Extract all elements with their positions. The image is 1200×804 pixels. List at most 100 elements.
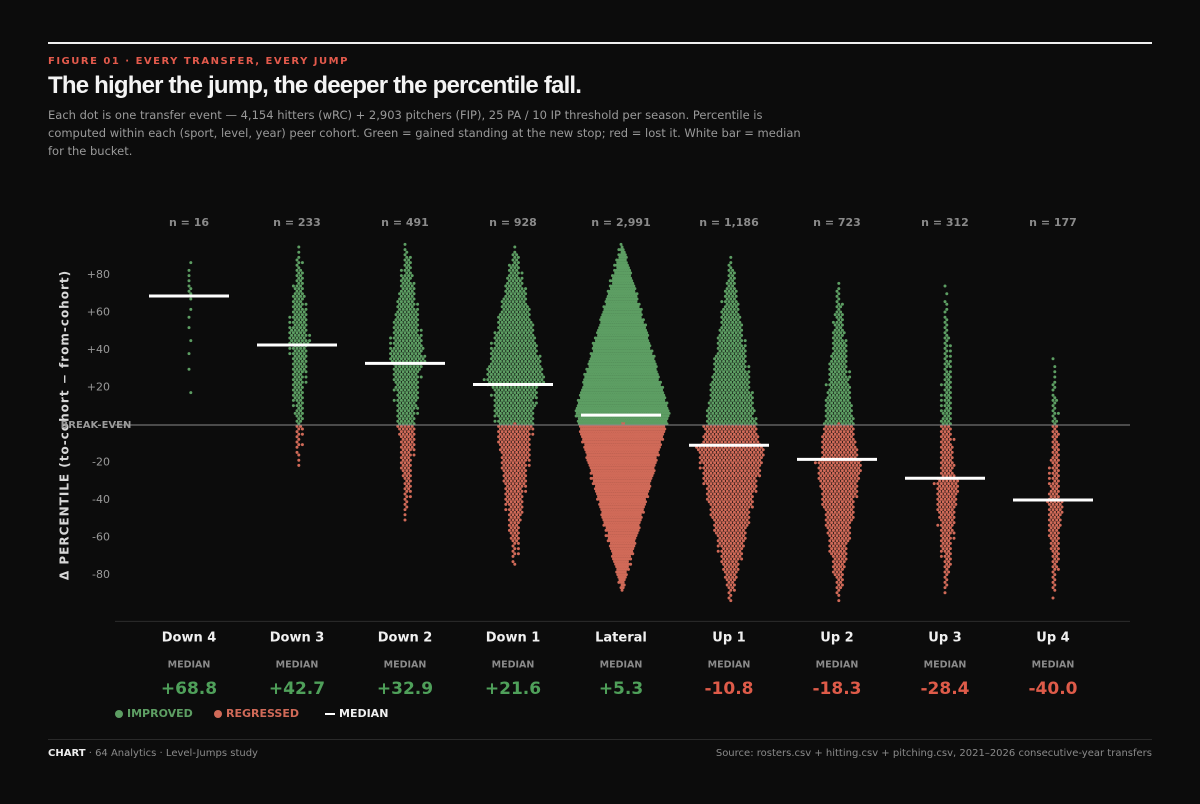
y-tick-label: +20 — [87, 381, 110, 394]
dot — [605, 437, 609, 441]
dot — [591, 482, 595, 486]
dot — [405, 287, 409, 291]
dot — [302, 320, 306, 324]
dot — [522, 476, 526, 480]
dot — [491, 370, 495, 374]
dot — [637, 427, 641, 431]
dot — [592, 401, 596, 405]
dot — [529, 352, 533, 356]
dot — [629, 396, 633, 400]
dot — [641, 489, 645, 493]
dot — [632, 331, 636, 335]
dot — [534, 375, 538, 379]
dot — [504, 414, 508, 418]
dot — [598, 404, 602, 408]
dot — [720, 300, 724, 304]
dot — [493, 378, 497, 382]
dot — [403, 419, 407, 423]
dot — [612, 276, 616, 280]
dot — [403, 315, 407, 319]
dot — [602, 372, 606, 376]
dot — [299, 372, 303, 376]
dot — [635, 521, 639, 525]
dot — [515, 502, 519, 506]
dot — [617, 565, 621, 569]
dot — [401, 318, 405, 322]
dot — [509, 276, 513, 280]
dot — [495, 349, 499, 353]
dot — [645, 440, 649, 444]
dot — [619, 310, 623, 314]
dot — [652, 385, 656, 389]
dot — [495, 375, 499, 379]
dot — [651, 461, 655, 465]
dot — [511, 492, 515, 496]
dot — [389, 352, 393, 356]
dot — [649, 471, 653, 475]
dot — [588, 359, 592, 363]
dot — [295, 310, 299, 314]
dot — [293, 411, 297, 415]
dot — [408, 318, 412, 322]
dot — [506, 401, 510, 405]
dot — [498, 432, 502, 436]
dot — [524, 297, 528, 301]
dot — [491, 349, 495, 353]
dot — [602, 331, 606, 335]
dot — [640, 393, 644, 397]
dot — [630, 367, 634, 371]
dot — [594, 484, 598, 488]
dot — [601, 505, 605, 509]
dot — [538, 375, 542, 379]
dot — [643, 466, 646, 470]
dot — [513, 562, 517, 566]
dot — [621, 466, 625, 470]
dot — [736, 318, 740, 322]
dot — [511, 310, 515, 314]
dot — [606, 487, 610, 491]
dot — [497, 398, 501, 402]
dot — [612, 349, 616, 353]
dot — [297, 385, 301, 389]
dot — [625, 534, 629, 538]
dot — [495, 333, 499, 337]
dot — [403, 508, 407, 512]
dot — [583, 419, 587, 423]
dot — [509, 474, 513, 478]
dot — [617, 357, 621, 361]
dot — [582, 385, 586, 389]
dot — [590, 385, 594, 389]
dot — [630, 456, 634, 460]
dot — [594, 359, 598, 363]
dot — [525, 336, 529, 340]
dot — [727, 300, 731, 304]
dot — [614, 365, 618, 369]
dot — [646, 417, 650, 421]
dot — [516, 297, 520, 301]
dot — [630, 294, 634, 298]
dot — [623, 294, 627, 298]
dot — [622, 479, 626, 483]
dot — [507, 435, 511, 439]
dot — [513, 245, 517, 249]
dot — [626, 448, 630, 452]
dot — [614, 276, 618, 280]
dot — [410, 341, 414, 345]
dot — [515, 419, 519, 423]
dot — [629, 323, 633, 327]
dot — [502, 365, 506, 369]
dot — [713, 378, 717, 382]
dot — [645, 482, 649, 486]
dot — [497, 419, 501, 423]
dot — [412, 396, 416, 400]
dot — [732, 307, 736, 311]
dot — [616, 479, 620, 483]
dot — [619, 341, 623, 345]
dot — [412, 328, 416, 332]
dot — [645, 471, 649, 475]
dot — [399, 372, 403, 376]
dot — [731, 320, 735, 324]
y-axis-label: Δ PERCENTILE (to-cohort − from-cohort) — [58, 270, 72, 580]
dot — [619, 346, 623, 350]
dot — [592, 396, 596, 400]
